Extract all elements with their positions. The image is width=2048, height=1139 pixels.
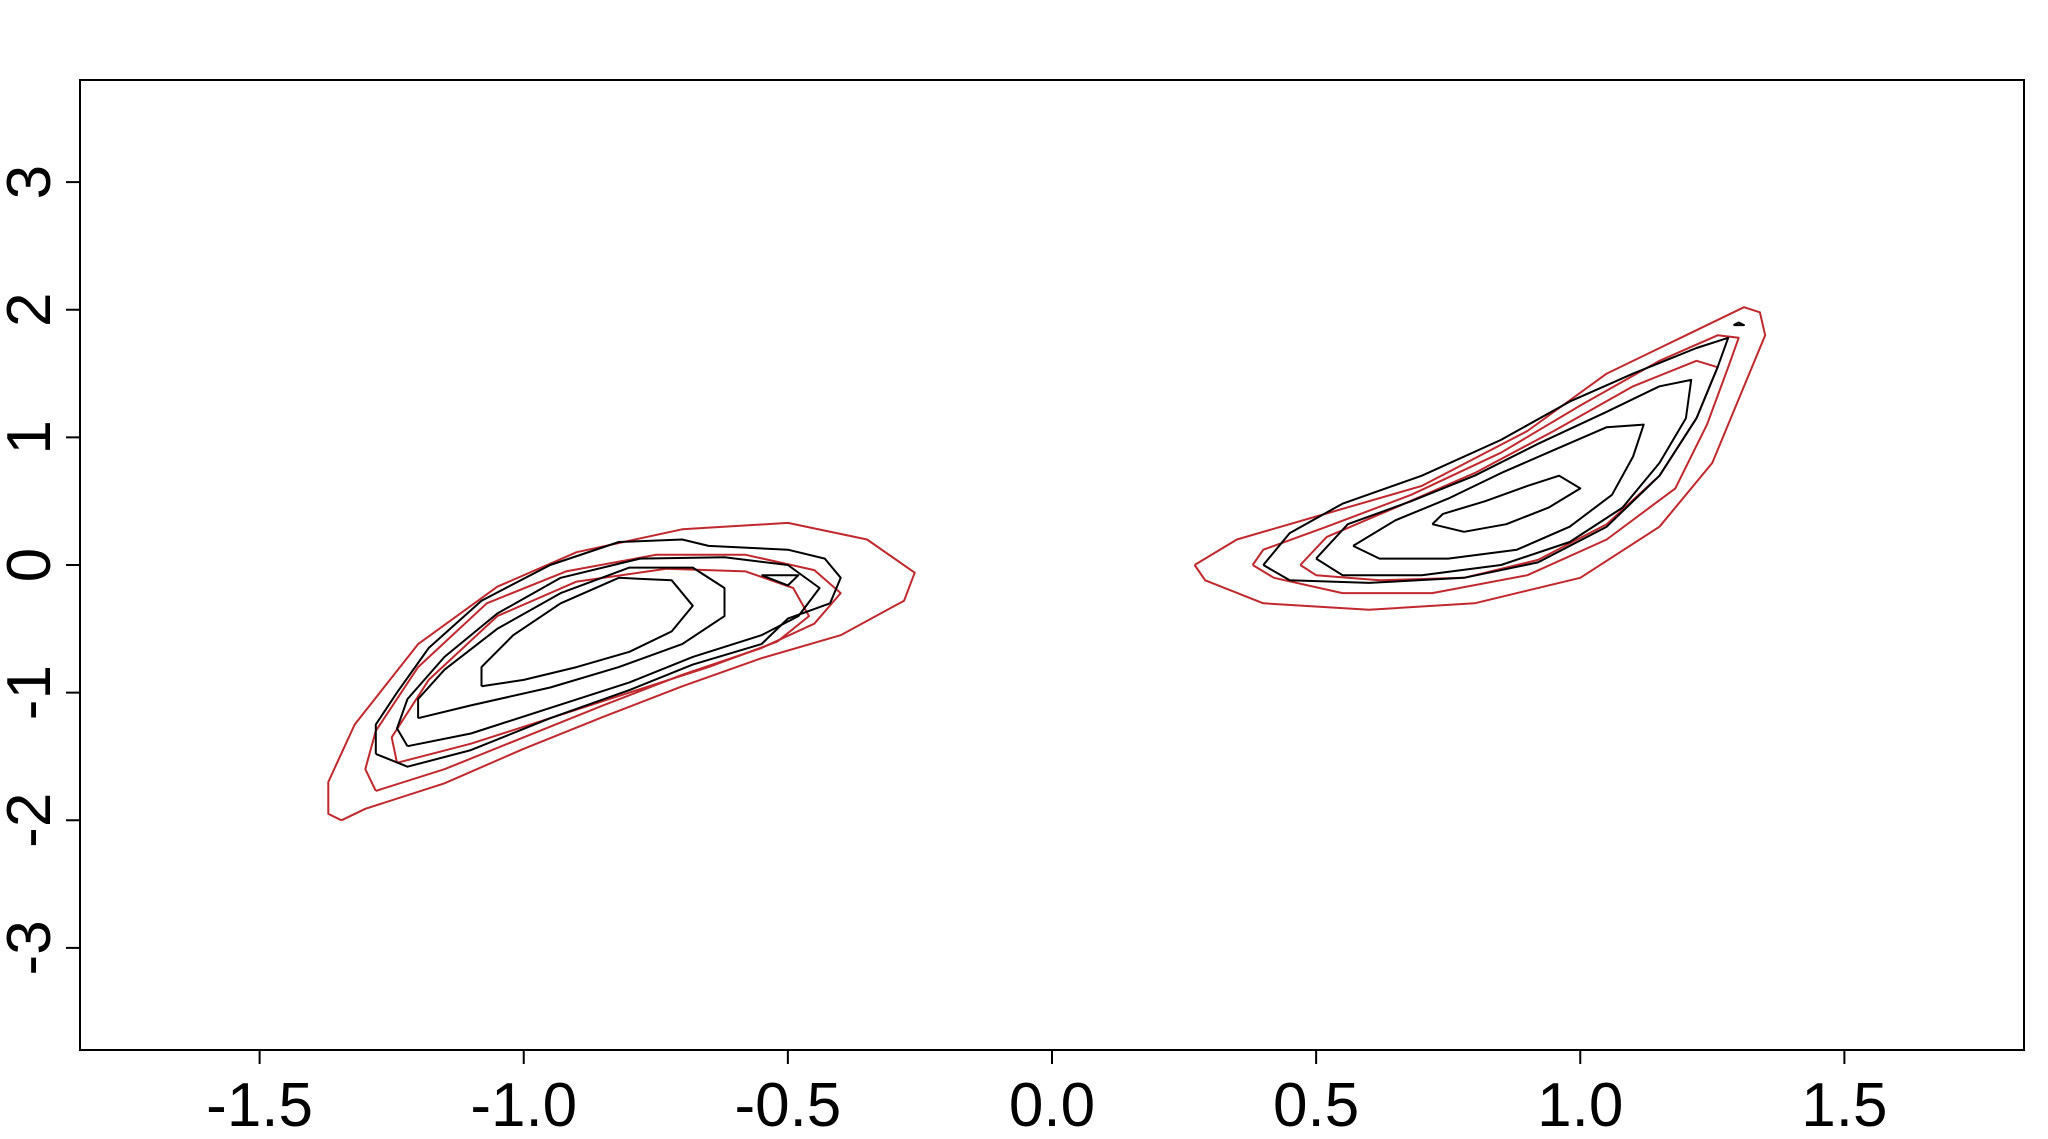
theoretical-contour-line: [364, 553, 842, 792]
y-tick-label: -2: [0, 793, 64, 848]
y-tick-label: 0: [0, 548, 64, 582]
theoretical-contour-line: [1193, 306, 1767, 611]
y-tick-label: 3: [0, 165, 64, 199]
empirical-contour-line: [374, 538, 842, 768]
y-tick-label: 2: [0, 292, 64, 326]
empirical-contour-line: [1352, 423, 1645, 560]
empirical-contour-line: [761, 574, 800, 587]
y-tick-label: -3: [0, 920, 64, 975]
y-tick-label: 1: [0, 420, 64, 454]
x-tick-label: 1.5: [1801, 1071, 1887, 1139]
empirical-contour-line: [480, 576, 694, 688]
y-axis: -3 -2 -1 0 1 2 3: [0, 165, 80, 975]
empirical-contour-line: [1315, 378, 1693, 577]
y-tick-label: -1: [0, 665, 64, 720]
x-tick-label: -1.5: [206, 1071, 313, 1139]
contour-lines: [327, 306, 1767, 822]
x-tick-label: 1.0: [1537, 1071, 1623, 1139]
theoretical-contour-line: [1251, 334, 1740, 595]
empirical-contour-line: [417, 566, 726, 720]
x-axis: -1.5 -1.0 -0.5 0.0 0.5 1.0 1.5: [206, 1050, 1887, 1139]
x-tick-label: 0.0: [1009, 1071, 1095, 1139]
x-tick-label: -0.5: [734, 1071, 841, 1139]
empirical-contour-line: [1431, 474, 1582, 533]
empirical-contour-line: [396, 556, 821, 748]
theoretical-contour-line: [327, 521, 916, 822]
x-tick-label: 0.5: [1273, 1071, 1359, 1139]
empirical-contour-line: [1733, 321, 1745, 327]
x-tick-label: -1.0: [470, 1071, 577, 1139]
empirical-contour-line: [1262, 336, 1730, 584]
